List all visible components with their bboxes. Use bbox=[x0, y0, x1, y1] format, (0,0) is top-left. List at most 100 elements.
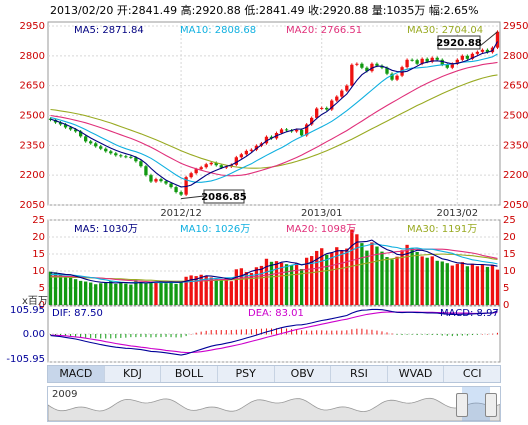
tab-rsi[interactable]: RSI bbox=[331, 366, 388, 382]
price-ma10-line bbox=[50, 53, 498, 183]
price-tick-right: 2800 bbox=[503, 51, 528, 62]
volume-bar bbox=[315, 250, 319, 305]
volume-bar bbox=[380, 251, 384, 305]
volume-bar bbox=[385, 257, 389, 305]
volume-bar bbox=[405, 244, 409, 305]
volume-bar bbox=[460, 262, 464, 305]
price-tick-left: 2650 bbox=[20, 81, 45, 92]
candle-body bbox=[294, 129, 299, 132]
candle-body bbox=[460, 55, 464, 60]
tab-kdj[interactable]: KDJ bbox=[105, 366, 162, 382]
dif-line bbox=[50, 308, 498, 356]
candle-body bbox=[400, 67, 404, 76]
volume-bar bbox=[89, 282, 93, 305]
candle-body bbox=[139, 161, 143, 167]
price-tick-right: 2500 bbox=[503, 110, 528, 121]
candle-body bbox=[455, 59, 459, 64]
high-callout-leader bbox=[479, 31, 498, 47]
price-tick-right: 2050 bbox=[503, 200, 528, 211]
candle-body bbox=[94, 143, 98, 147]
candle-body bbox=[480, 49, 485, 52]
volume-bar bbox=[330, 252, 334, 305]
macd-legend: MACD: 8.97 bbox=[440, 308, 499, 319]
volume-bar bbox=[440, 261, 444, 305]
volume-bar bbox=[189, 275, 193, 305]
range-navigator[interactable]: 2009 bbox=[47, 386, 501, 422]
volume-bar bbox=[310, 256, 314, 305]
candle-body bbox=[430, 57, 434, 62]
volume-bar bbox=[259, 265, 264, 305]
volume-bar bbox=[149, 281, 153, 305]
price-tick-left: 2200 bbox=[20, 170, 45, 181]
price-tick-right: 2650 bbox=[503, 81, 528, 92]
candle-body bbox=[279, 129, 284, 133]
navigator-sparkline bbox=[48, 387, 500, 421]
volume-bar bbox=[199, 274, 203, 305]
volume-bar bbox=[304, 257, 309, 305]
tab-boll[interactable]: BOLL bbox=[161, 366, 218, 382]
candle-body bbox=[104, 148, 108, 152]
price-ma-legend: MA20: 2766.51 bbox=[286, 25, 362, 36]
volume-bar bbox=[415, 251, 419, 305]
volume-tick-left: 0 bbox=[39, 300, 45, 311]
indicator-tabs: MACD KDJ BOLL PSY OBV RSI WVAD CCI bbox=[47, 365, 501, 383]
volume-bar bbox=[229, 281, 233, 305]
candle-body bbox=[73, 129, 78, 132]
volume-bar bbox=[320, 248, 324, 305]
quote-header: 2013/02/20 开:2841.49 高:2920.88 低:2841.49… bbox=[50, 2, 479, 18]
volume-bar bbox=[375, 246, 379, 305]
price-tick-right: 2200 bbox=[503, 170, 528, 181]
tab-obv[interactable]: OBV bbox=[275, 366, 332, 382]
dif-legend: DIF: 87.50 bbox=[52, 308, 103, 319]
candle-body bbox=[465, 55, 470, 59]
volume-bar bbox=[84, 281, 88, 305]
candle-body bbox=[360, 63, 364, 68]
candle-body bbox=[159, 179, 163, 182]
candle-body bbox=[174, 187, 178, 193]
volume-bar bbox=[485, 266, 490, 305]
volume-bar bbox=[134, 280, 138, 305]
tab-psy[interactable]: PSY bbox=[218, 366, 275, 382]
candle-body bbox=[350, 64, 354, 86]
volume-bar bbox=[73, 279, 78, 305]
volume-bar bbox=[169, 281, 173, 305]
candle-body bbox=[214, 162, 218, 166]
candle-body bbox=[119, 155, 123, 157]
candle-body bbox=[385, 67, 389, 74]
tab-cci[interactable]: CCI bbox=[462, 367, 482, 380]
volume-bar bbox=[214, 279, 218, 305]
candle-body bbox=[470, 53, 475, 59]
volume-bar bbox=[495, 269, 500, 305]
candle-body bbox=[440, 59, 444, 65]
volume-bar bbox=[249, 273, 254, 305]
candle-body bbox=[375, 63, 379, 66]
price-tick-left: 2800 bbox=[20, 51, 45, 62]
volume-bar bbox=[420, 256, 424, 305]
candle-body bbox=[129, 156, 133, 158]
candle-body bbox=[249, 149, 254, 151]
price-panel bbox=[47, 21, 501, 206]
macd-tick-label: 0.00 bbox=[23, 329, 45, 340]
volume-bar bbox=[48, 271, 53, 305]
volume-ma-legend: MA5: 1030万 bbox=[74, 224, 138, 235]
volume-ma30-line bbox=[50, 253, 498, 282]
volume-bar bbox=[68, 277, 73, 305]
volume-bar bbox=[325, 254, 329, 305]
navigator-left-handle[interactable] bbox=[456, 393, 468, 417]
candle-body bbox=[420, 58, 424, 64]
tab-macd[interactable]: MACD bbox=[48, 366, 105, 382]
price-ma-legend: MA5: 2871.84 bbox=[74, 25, 144, 36]
volume-bar bbox=[174, 283, 178, 305]
candle-body bbox=[209, 162, 213, 165]
candle-body bbox=[224, 166, 228, 168]
price-tick-right: 2950 bbox=[503, 21, 528, 32]
candle-body bbox=[365, 67, 369, 72]
volume-bar bbox=[159, 280, 163, 305]
tab-wvad[interactable]: WVAD bbox=[388, 366, 445, 382]
quote-change: 幅:2.65% bbox=[428, 4, 479, 17]
volume-bar bbox=[294, 263, 299, 305]
candle-body bbox=[84, 136, 88, 142]
navigator-right-handle[interactable] bbox=[485, 393, 497, 417]
volume-bar bbox=[224, 278, 228, 305]
price-tick-left: 2500 bbox=[20, 110, 45, 121]
